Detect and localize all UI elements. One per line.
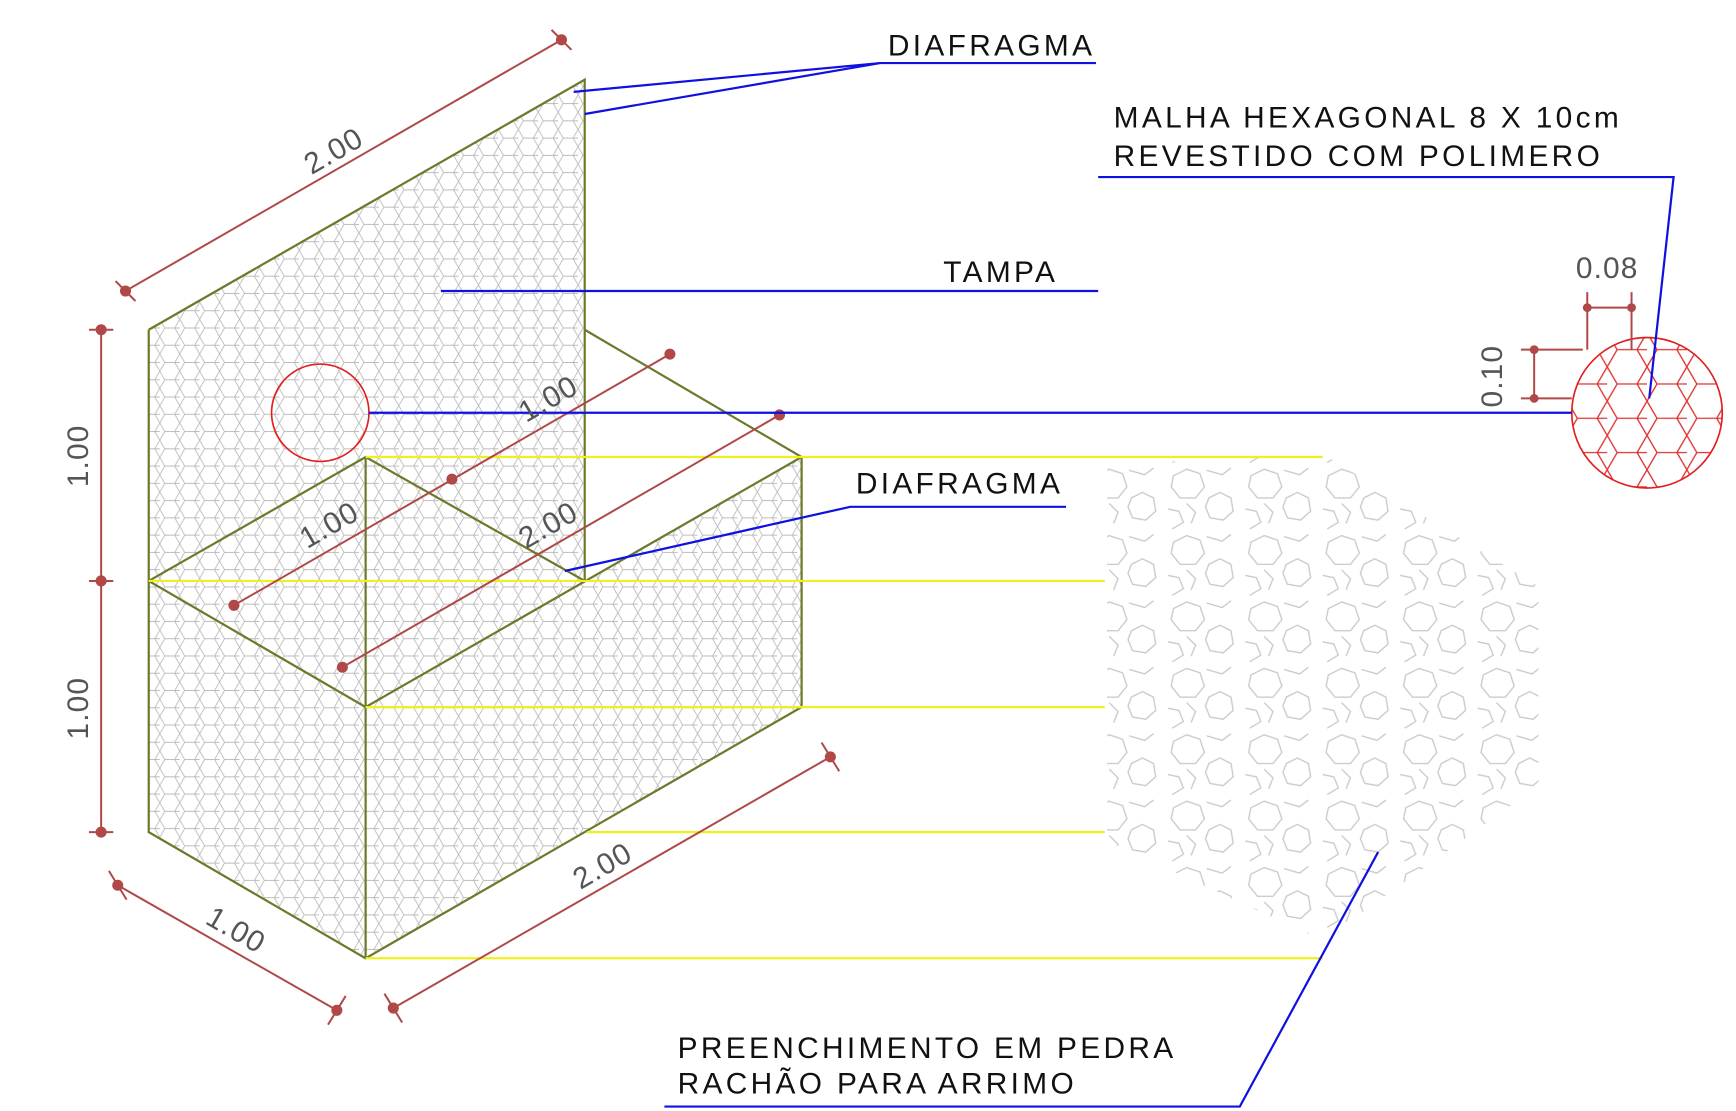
dimension-label: 2.00 (298, 121, 369, 181)
label: DIAFRAGMA (888, 29, 1095, 62)
label: REVESTIDO COM POLIMERO (1114, 140, 1603, 173)
label: DIAFRAGMA (856, 468, 1063, 501)
label: PREENCHIMENTO EM PEDRA (678, 1032, 1177, 1065)
label: RACHÃO PARA ARRIMO (678, 1066, 1077, 1100)
label: MALHA HEXAGONAL 8 X 10cm (1114, 101, 1622, 134)
dimension-label: 1.00 (62, 425, 95, 488)
dimension-label: 0.08 (1576, 252, 1639, 285)
dimension-label: 1.00 (201, 900, 272, 960)
drawing: DIAFRAGMA MALHA HEXAGONAL 8 X 10cm REVES… (0, 0, 1736, 1111)
stone-fill (1096, 443, 1550, 952)
gabion (149, 80, 802, 959)
dimension-label: 0.10 (1476, 345, 1509, 408)
label: TAMPA (943, 256, 1058, 289)
mesh-detail (1572, 338, 1722, 488)
dimension-label: 1.00 (62, 677, 95, 740)
